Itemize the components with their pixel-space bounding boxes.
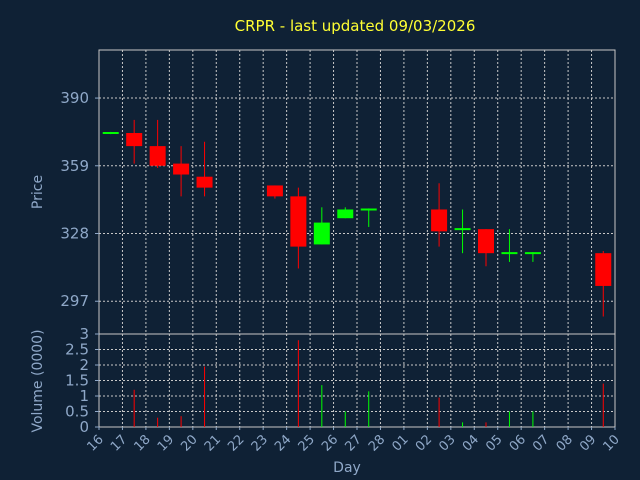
x-tick-label: 24 (272, 432, 294, 454)
candle-body (431, 209, 448, 232)
candle-body (196, 176, 213, 188)
x-tick-label: 06 (507, 432, 529, 454)
volume-tick-label: 0 (79, 418, 89, 436)
candle-body (266, 185, 283, 197)
volume-tick-label: 1.5 (65, 372, 89, 390)
x-tick-label: 26 (319, 432, 341, 454)
volume-panel: 00.511.522.53 (65, 325, 616, 436)
chart-title: CRPR - last updated 09/03/2026 (235, 17, 476, 35)
x-tick-label: 08 (554, 432, 576, 454)
volume-tick-label: 2 (79, 356, 89, 374)
volume-tick-label: 0.5 (65, 403, 89, 421)
x-tick-label: 21 (202, 432, 224, 454)
x-tick-label: 03 (436, 432, 458, 454)
x-tick-label: 27 (343, 432, 365, 454)
candle-body (290, 196, 307, 247)
x-tick-label: 01 (389, 432, 411, 454)
x-tick-label: 25 (296, 432, 318, 454)
x-tick-label: 05 (483, 432, 505, 454)
price-axis-label: Price (30, 175, 46, 209)
x-tick-label: 04 (460, 432, 482, 454)
candle-body (313, 222, 330, 245)
candle-body (126, 133, 143, 147)
candle-body (149, 146, 166, 166)
price-tick-label: 297 (60, 292, 89, 310)
x-tick-label: 23 (249, 432, 271, 454)
x-tick-label: 28 (366, 432, 388, 454)
x-tick-label: 19 (155, 432, 177, 454)
volume-tick-label: 2.5 (65, 341, 89, 359)
candle-body (173, 163, 190, 175)
x-tick-label: 20 (178, 432, 200, 454)
candle-body (337, 209, 354, 219)
candle-body (478, 229, 494, 254)
price-tick-label: 390 (60, 89, 89, 107)
volume-tick-label: 1 (79, 387, 89, 405)
x-tick-label: 22 (225, 432, 247, 454)
x-tick-label: 10 (601, 432, 623, 454)
candle-body (595, 253, 612, 286)
price-panel: 297 328 359 390 (60, 49, 616, 335)
x-tick-label: 02 (413, 432, 435, 454)
x-axis-label: Day (333, 460, 361, 476)
price-tick-label: 328 (60, 225, 89, 243)
x-tick-label: 09 (577, 432, 599, 454)
volume-axis-label: Volume (0000) (30, 329, 46, 432)
x-tick-label: 07 (530, 432, 552, 454)
x-axis: 16 17 18 19 20 21 22 23 24 25 26 27 28 01 02 03 04 05 06 07… (85, 427, 623, 455)
price-tick-label: 359 (60, 157, 89, 175)
x-tick-label: 18 (131, 432, 153, 454)
x-tick-label: 17 (108, 432, 130, 454)
volume-tick-label: 3 (79, 325, 89, 343)
